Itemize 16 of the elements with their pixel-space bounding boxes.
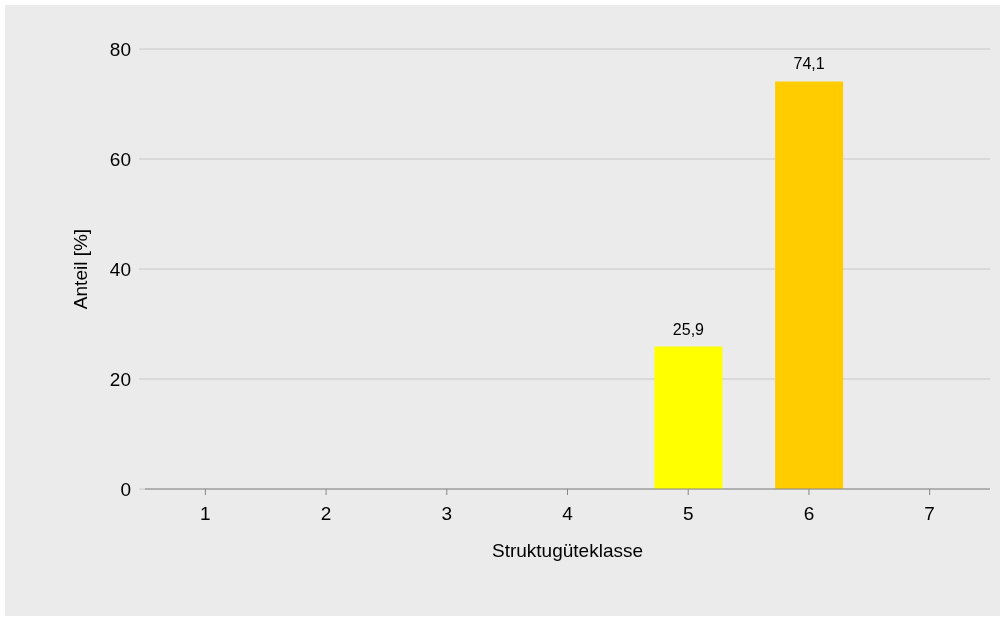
x-tick-label: 5 [682, 503, 694, 525]
data-label: 25,9 [672, 320, 705, 338]
x-tick-label: 7 [924, 503, 935, 525]
x-tick-label: 6 [803, 503, 815, 525]
x-axis-title: Struktugüteklasse [491, 540, 644, 561]
x-tick-label: 2 [320, 503, 332, 525]
y-axis-title: Anteil [%] [69, 228, 91, 310]
x-tick-label: 4 [562, 503, 574, 525]
x-tick-label: 1 [200, 503, 211, 525]
y-tick-label: 60 [109, 148, 131, 170]
y-tick-label: 0 [120, 478, 131, 500]
y-tick-label: 80 [109, 38, 131, 60]
x-tick-label: 3 [441, 503, 453, 525]
data-label: 74,1 [793, 55, 825, 73]
y-tick-label: 40 [109, 258, 131, 280]
y-tick-label: 20 [109, 368, 131, 390]
